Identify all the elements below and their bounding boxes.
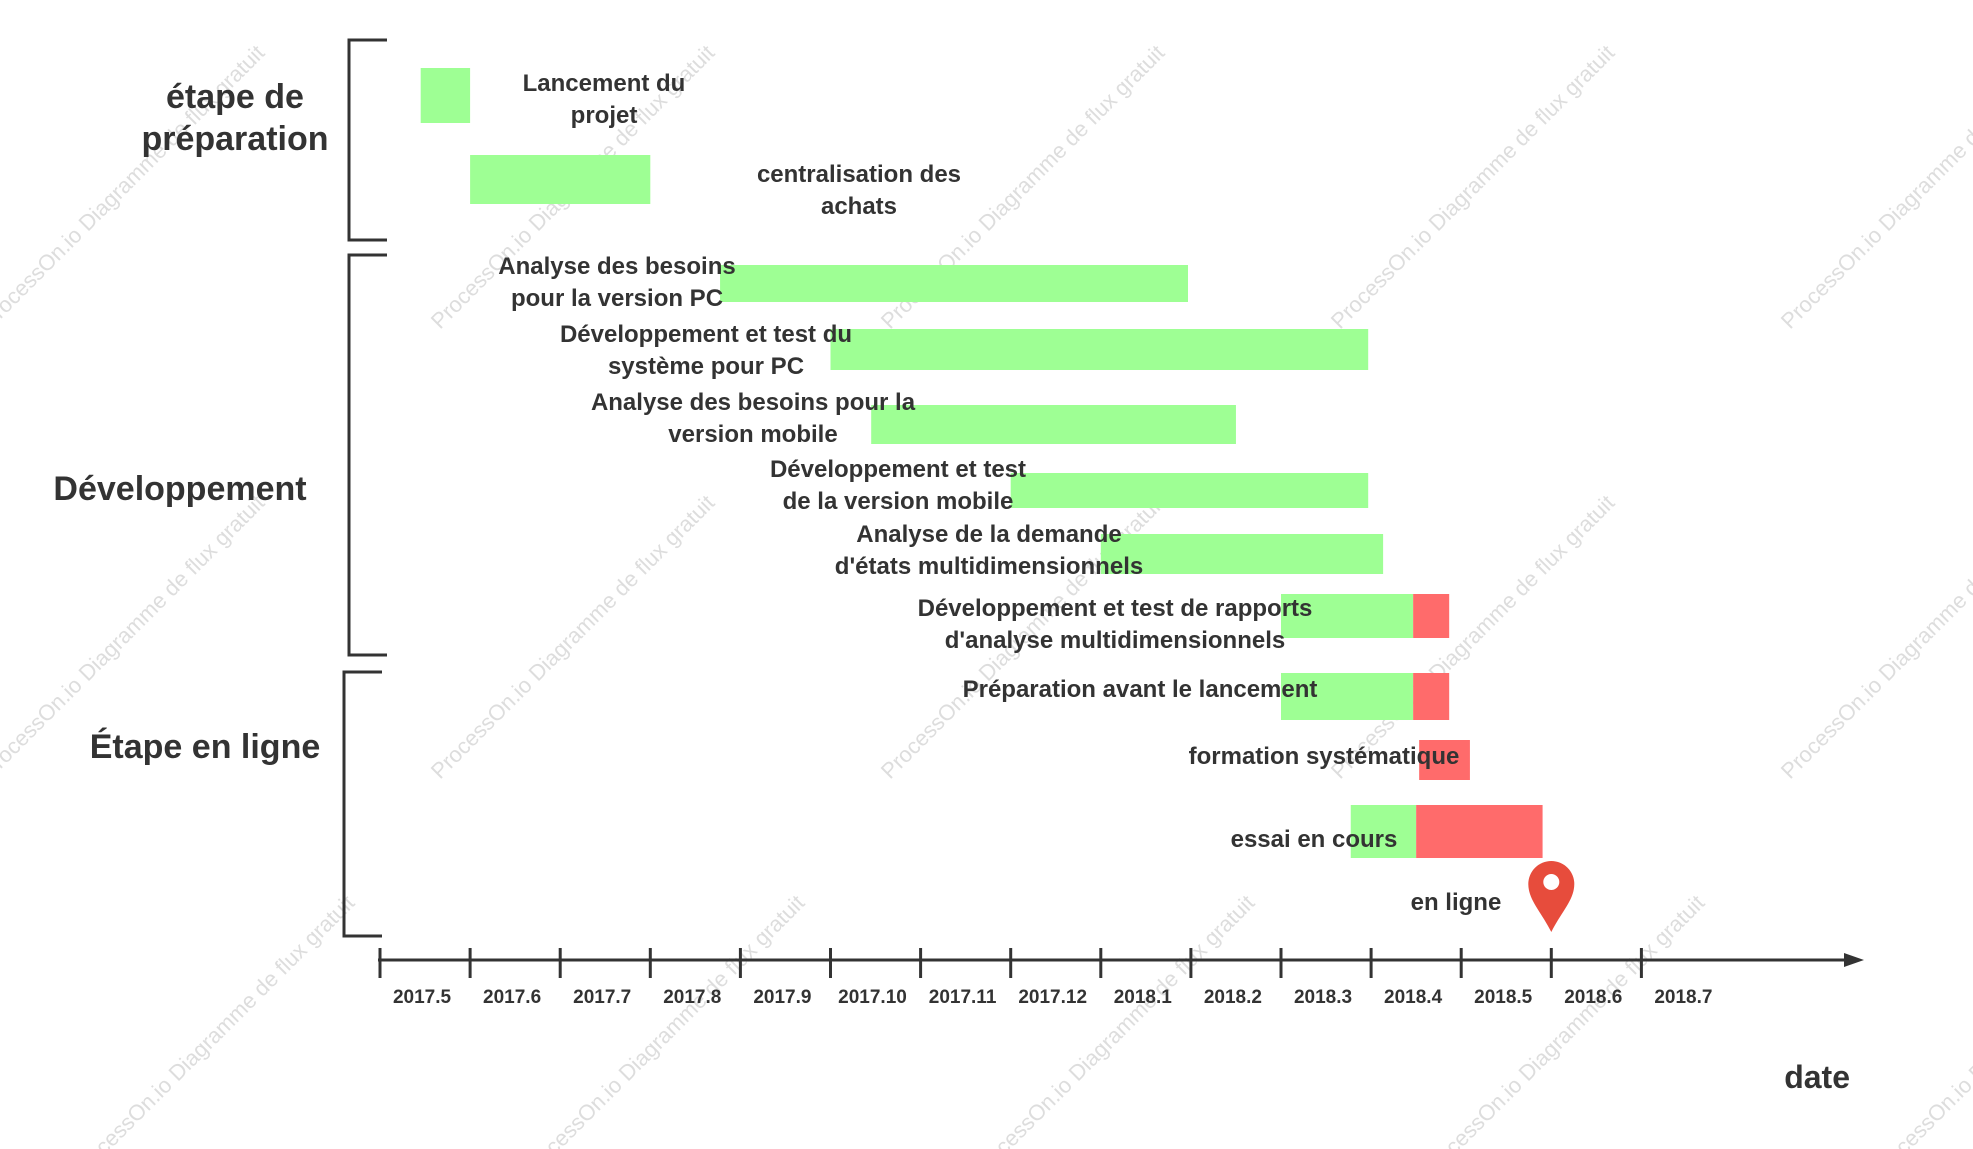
watermark-text: ProcessOn.io Diagramme de flux gratuit — [516, 890, 809, 1149]
task-bar — [871, 405, 1236, 444]
milestone-pin-icon — [1528, 861, 1575, 932]
x-tick-label: 2018.3 — [1294, 987, 1352, 1008]
x-tick-label: 2017.11 — [929, 987, 997, 1008]
labels: étape de préparation Développement Étape en… — [53, 70, 1501, 916]
x-tick-label: 2017.6 — [483, 987, 541, 1008]
task-delay-bar — [1413, 673, 1450, 720]
task-label: Analyse des besoins pour la version PC — [498, 253, 735, 312]
x-tick-label: 2017.8 — [663, 987, 721, 1008]
task-bar — [1100, 534, 1384, 574]
watermark-text: ProcessOn.io Diagramme de flux gratuit — [426, 490, 719, 783]
task-delay-bar — [1413, 594, 1450, 638]
task-label: Développement et test du système pour PC — [560, 321, 852, 380]
task-label: Analyse de la demande d'états multidimens… — [835, 521, 1143, 580]
x-tick-label: 2018.4 — [1384, 987, 1443, 1008]
task-bar — [470, 155, 651, 204]
watermark-text: ProcessOn.io Diagramme de flux gratuit — [1326, 40, 1619, 333]
x-tick-label: 2018.2 — [1204, 987, 1262, 1008]
task-bar — [1010, 473, 1369, 508]
x-axis-arrow-icon — [1844, 953, 1864, 967]
x-axis: 2017.5 2017.6 2017.7 2017.8 2017.9 2017.10 201… — [378, 948, 1864, 1095]
watermark-text: ProcessOn.io Diagramme de flux gratuit — [966, 890, 1259, 1149]
phase-label: étape de préparation — [141, 78, 328, 158]
task-delay-bar — [1419, 740, 1470, 780]
x-tick-label: 2018.1 — [1114, 987, 1173, 1008]
phase-bracket — [347, 253, 387, 657]
watermark-text: ProcessOn.io Diagramme de flux gratuit — [1866, 890, 1973, 1149]
phase-brackets — [342, 38, 387, 938]
watermark-text: ProcessOn.io Diagramme de flux gratuit — [1776, 40, 1973, 333]
x-tick-label: 2018.6 — [1564, 987, 1622, 1008]
task-bars — [420, 68, 1575, 932]
watermark-text: ProcessOn.io Diagramme de flux gratuit — [66, 890, 359, 1149]
x-tick-label: 2017.5 — [393, 987, 452, 1008]
milestone-label: en ligne — [1411, 889, 1502, 916]
task-bar — [720, 265, 1188, 302]
x-axis-title: date — [1784, 1059, 1850, 1095]
task-label: Développement et test de rapports d'analy… — [918, 595, 1313, 654]
x-tick-label: 2017.9 — [753, 987, 811, 1008]
task-label: Analyse des besoins pour la version mobil… — [591, 389, 916, 448]
task-bar — [1350, 805, 1417, 858]
x-tick-label: 2018.7 — [1654, 987, 1712, 1008]
task-delay-bar — [1416, 805, 1543, 858]
task-bar — [830, 329, 1369, 370]
task-label: essai en cours — [1231, 826, 1398, 853]
watermark-text: ProcessOn.io Diagramme de flux gratuit — [1776, 490, 1973, 783]
x-tick-label: 2017.12 — [1018, 987, 1087, 1008]
phase-bracket — [342, 670, 382, 938]
phase-bracket — [347, 38, 387, 242]
task-bar — [420, 68, 471, 123]
task-bar — [1281, 594, 1414, 638]
task-label: Développement et test de la version mobil… — [770, 456, 1026, 515]
task-label: centralisation des achats — [757, 161, 961, 220]
task-label: Préparation avant le lancement — [963, 676, 1318, 703]
task-label: formation systématique — [1189, 743, 1460, 770]
task-label: Lancement du projet — [523, 70, 686, 129]
x-tick-label: 2018.5 — [1474, 987, 1533, 1008]
phase-label: Étape en ligne — [90, 728, 321, 766]
x-tick-label: 2017.7 — [573, 987, 631, 1008]
phase-label: Développement — [53, 470, 306, 508]
watermark-text: ProcessOn.io Diagramme de flux gratuit — [1416, 890, 1709, 1149]
x-tick-label: 2017.10 — [838, 987, 907, 1008]
task-bar — [1281, 673, 1414, 720]
